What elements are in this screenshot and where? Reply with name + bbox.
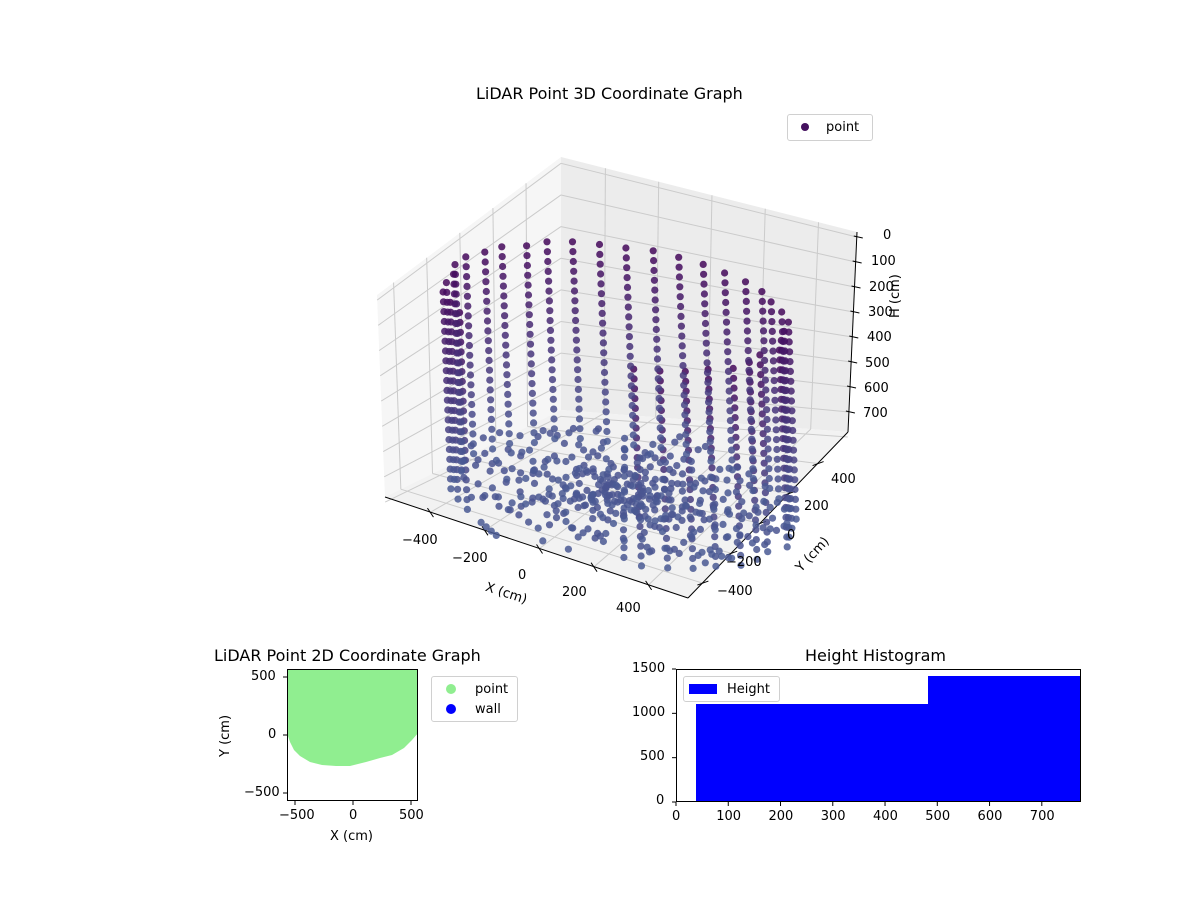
legend-marker-height — [689, 684, 717, 694]
chart-3d-title: LiDAR Point 3D Coordinate Graph — [476, 84, 743, 103]
z-tick: 500 — [865, 356, 890, 371]
y-tick: 200 — [804, 499, 829, 514]
y-tick: −500 — [244, 785, 280, 800]
x-tick: 400 — [616, 601, 641, 616]
z-tick: 400 — [867, 330, 892, 345]
x-tick: 400 — [873, 809, 898, 824]
histogram-plot-area — [676, 669, 1081, 802]
histogram-title: Height Histogram — [805, 646, 946, 665]
x-tick: 500 — [399, 808, 424, 823]
legend-3d: point — [787, 114, 873, 141]
y-tick: 400 — [831, 472, 856, 487]
x-tick: 200 — [562, 585, 587, 600]
x-tick: 600 — [977, 809, 1003, 824]
x-tick: 0 — [518, 568, 527, 583]
y-tick: 500 — [251, 669, 276, 684]
x-axis-label-2d: X (cm) — [330, 829, 373, 844]
z-axis-line — [847, 231, 858, 433]
x-tick: −200 — [452, 551, 488, 566]
x-tick: 0 — [672, 809, 681, 824]
legend-label-wall: wall — [475, 701, 501, 717]
z-tick: 600 — [864, 381, 889, 396]
y-tick: 500 — [640, 749, 665, 764]
z-tick: 300 — [868, 305, 893, 320]
x-tick: 700 — [1029, 809, 1055, 824]
y-tick: −400 — [717, 584, 753, 599]
histogram-bar — [927, 676, 1080, 801]
point-cloud-3d — [439, 238, 800, 573]
x-tick: 500 — [925, 809, 951, 824]
x-tick: 300 — [820, 809, 846, 824]
z-tick: 100 — [871, 254, 896, 269]
x-tick: −400 — [402, 533, 438, 548]
legend-marker-point — [446, 684, 456, 694]
z-tick: 200 — [869, 280, 894, 295]
x-tick: −500 — [279, 808, 315, 823]
y-tick: −200 — [726, 555, 762, 570]
x-tick: 100 — [716, 809, 742, 824]
y-tick: 0 — [656, 793, 665, 808]
x-axis-line — [384, 496, 689, 599]
x-tick: 0 — [349, 808, 358, 823]
z-tick: 700 — [863, 406, 888, 421]
chart-2d-title: LiDAR Point 2D Coordinate Graph — [214, 646, 481, 665]
legend-label-point: point — [475, 681, 509, 697]
y-tick: 0 — [268, 727, 277, 742]
point-region-2d — [288, 670, 417, 766]
legend-marker-point — [801, 123, 809, 131]
legend-label-height: Height — [727, 681, 770, 697]
z-tick: 0 — [883, 228, 892, 243]
legend-2d: point wall — [431, 676, 518, 722]
legend-label-point: point — [826, 119, 860, 135]
legend-histogram: Height — [683, 676, 780, 702]
y-tick: 1000 — [632, 705, 666, 720]
histogram-bar — [695, 703, 928, 801]
chart-2d-plot-area — [287, 669, 418, 801]
x-tick: 200 — [768, 809, 794, 824]
y-tick: 1500 — [632, 661, 666, 676]
y-tick: 0 — [787, 528, 796, 543]
legend-marker-wall — [446, 704, 456, 714]
